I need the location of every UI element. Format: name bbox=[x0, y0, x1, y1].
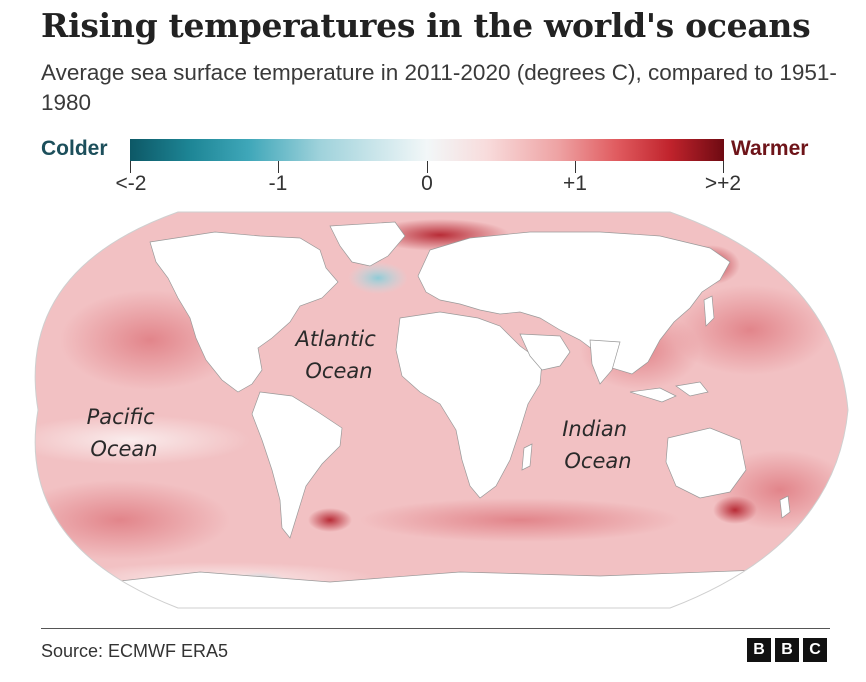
legend-tick-label: 0 bbox=[421, 172, 433, 195]
logo-letter: B bbox=[775, 638, 799, 662]
chart-subtitle: Average sea surface temperature in 2011-… bbox=[41, 60, 837, 115]
logo-letter: B bbox=[747, 638, 771, 662]
legend-tick bbox=[575, 161, 576, 173]
bbc-logo: B B C bbox=[747, 638, 827, 662]
legend-tick bbox=[427, 161, 428, 173]
legend-tick-label: <-2 bbox=[115, 172, 147, 195]
globe-outline bbox=[34, 211, 849, 609]
chart-title: Rising temperatures in the world's ocean… bbox=[41, 6, 811, 45]
legend-tick bbox=[723, 161, 724, 173]
footer-divider bbox=[41, 628, 830, 629]
legend-tick-label: >+2 bbox=[704, 172, 742, 195]
legend-tick-label: -1 bbox=[268, 172, 288, 195]
atlantic-ocean-label: Atlantic Ocean bbox=[294, 327, 383, 383]
legend-tick bbox=[278, 161, 279, 173]
legend-tick-label: +1 bbox=[563, 172, 587, 195]
logo-letter: C bbox=[803, 638, 827, 662]
source-note: Source: ECMWF ERA5 bbox=[41, 641, 229, 661]
legend-tick bbox=[130, 161, 131, 173]
pacific-ocean-label: Pacific Ocean bbox=[87, 405, 162, 461]
legend-warm-label: Warmer bbox=[731, 137, 809, 160]
color-scale-bar bbox=[130, 139, 724, 161]
indian-ocean-label: Indian Ocean bbox=[562, 417, 634, 473]
legend-cold-label: Colder bbox=[41, 137, 108, 160]
